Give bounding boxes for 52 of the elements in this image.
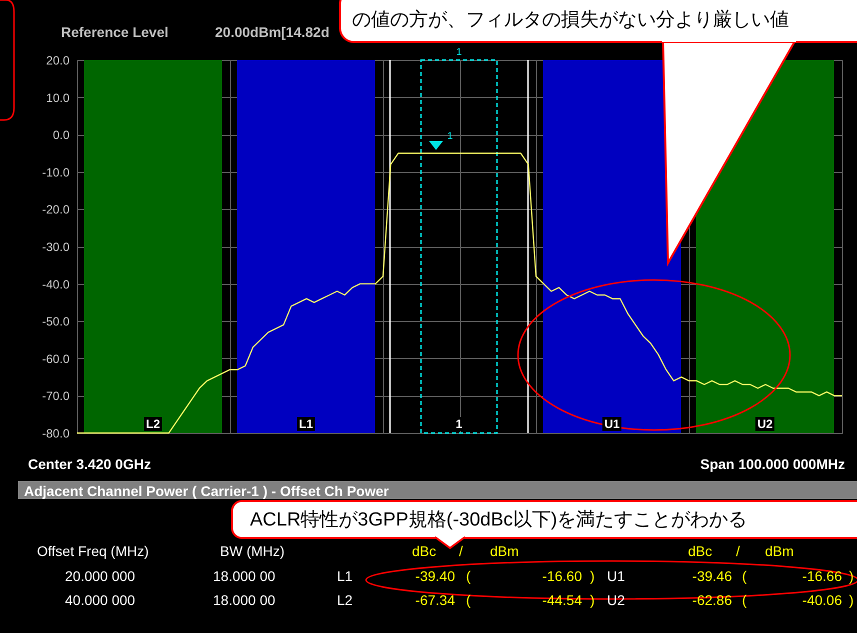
text: L2 xyxy=(337,592,353,608)
text: U1 xyxy=(607,568,625,584)
y-tick-label: -80.0 xyxy=(42,426,70,440)
annotation: L1 xyxy=(296,417,316,431)
text: dBm xyxy=(765,543,794,559)
text: Reference Level xyxy=(61,24,168,40)
text: / xyxy=(736,543,740,559)
annotation: U1 xyxy=(602,417,622,431)
text: / xyxy=(459,543,463,559)
y-tick-label: -20.0 xyxy=(42,202,70,217)
text: L1 xyxy=(337,568,353,584)
text: Adjacent Channel Power ( Carrier-1 ) - Offset Ch Power xyxy=(24,483,389,499)
text: -40.06 xyxy=(802,592,842,608)
y-tick-label: -30.0 xyxy=(42,240,70,254)
y-tick-label: -60.0 xyxy=(42,352,70,366)
text: 18.000 00 xyxy=(213,568,276,584)
text: 1 xyxy=(456,47,462,58)
y-tick-label: 20.0 xyxy=(46,54,70,68)
y-tick-label: -10.0 xyxy=(42,165,70,180)
text: 40.000 000 xyxy=(65,592,136,608)
annotation: 1 xyxy=(454,417,464,431)
text: ( xyxy=(742,592,747,608)
text: ) xyxy=(849,592,854,608)
text: BW (MHz) xyxy=(220,543,285,559)
y-tick-label: -50.0 xyxy=(42,314,70,329)
text: dBc xyxy=(412,543,436,559)
text: -16.60 xyxy=(542,568,582,584)
text: 20.00dBm[14.82d xyxy=(215,24,330,40)
text: ( xyxy=(742,568,747,584)
text: dBm xyxy=(490,543,519,559)
text: dBc xyxy=(688,543,712,559)
text: ) xyxy=(590,568,595,584)
text: 18.000 00 xyxy=(213,592,276,608)
annotation: L2 xyxy=(144,417,162,431)
text: Center 3.420 0GHz xyxy=(28,456,151,472)
text: ( xyxy=(466,592,471,608)
text: Span 100.000 000MHz xyxy=(700,456,845,472)
text: -67.34 xyxy=(415,592,455,608)
text: ( xyxy=(466,568,471,584)
y-tick-label: -70.0 xyxy=(42,389,70,404)
y-tick-label: -40.0 xyxy=(42,277,70,292)
text: -39.40 xyxy=(415,568,455,584)
annotation: U2 xyxy=(755,417,775,431)
y-tick-label: 0.0 xyxy=(52,128,70,142)
text: Offset Freq (MHz) xyxy=(37,543,149,559)
text: 20.000 000 xyxy=(65,568,136,584)
text: ACLR特性が3GPP規格(-30dBc以下)を満たすことがわかる xyxy=(250,510,748,530)
text: の値の方が、フィルタの損失がない分より厳しい値 xyxy=(352,10,789,30)
y-tick-label: 10.0 xyxy=(46,90,70,105)
annotation: 1 xyxy=(447,131,453,142)
text: -16.66 xyxy=(802,568,842,584)
text: -39.46 xyxy=(692,568,732,584)
